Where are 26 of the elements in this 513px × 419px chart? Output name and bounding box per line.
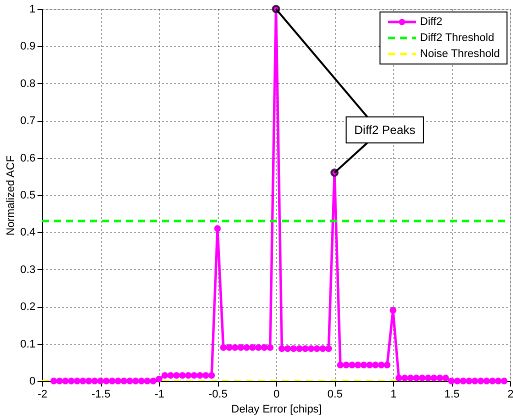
y-tick-label: 0.6 — [20, 152, 36, 164]
x-tick-label: 1 — [390, 388, 397, 400]
legend-label: Diff2 — [420, 16, 442, 28]
x-tick-label: -1 — [154, 388, 164, 400]
x-tick-label: 0.5 — [327, 388, 343, 400]
legend-label: Noise Threshold — [420, 48, 500, 60]
x-tick-label: 2 — [507, 388, 513, 400]
annotation: Diff2 Peaks — [354, 122, 416, 137]
x-tick-label: -0.5 — [208, 388, 228, 400]
x-tick-label: -2 — [38, 388, 48, 400]
y-tick-label: 0 — [29, 376, 36, 388]
y-tick-label: 0.9 — [20, 40, 36, 53]
y-tick-label: 0.8 — [20, 78, 36, 90]
y-tick-label: 0.7 — [20, 115, 36, 128]
legend-label: Diff2 Threshold — [420, 32, 494, 44]
x-tick-label: -1.5 — [92, 388, 110, 400]
x-axis-title: Delay Error [chips] — [231, 404, 322, 416]
y-tick-label: 0.3 — [20, 264, 36, 276]
y-tick-label: 0.5 — [20, 190, 36, 202]
y-axis-title: Normalized ACF — [5, 155, 18, 236]
y-tick-label: 0.1 — [20, 338, 36, 350]
x-tick-label: 1.5 — [444, 388, 460, 400]
y-tick-label: 0.4 — [20, 226, 36, 239]
y-tick-label: 0.2 — [20, 301, 36, 314]
x-tick-label: 0 — [273, 388, 280, 400]
y-tick-label: 1 — [29, 4, 36, 16]
